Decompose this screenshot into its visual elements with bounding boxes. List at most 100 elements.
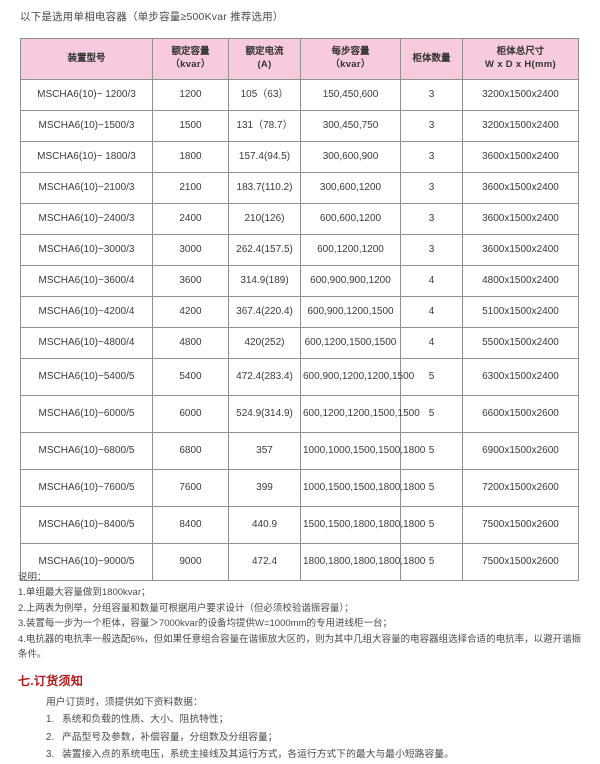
cell-rated-capacity: 4800 (152, 327, 229, 359)
column-header-step-capacity: 每步容量 （kvar） (300, 38, 401, 80)
cell-step-capacity: 600,900,1200,1500 (300, 296, 401, 328)
cell-rated-capacity: 3600 (152, 265, 229, 297)
cell-cabinet-count: 5 (400, 358, 463, 396)
ordering-item-3-number: 3. (46, 749, 55, 761)
cell-rated-current: 524.9(314.9) (228, 395, 301, 433)
cell-model: MSCHA6(10)− 1800/3 (20, 141, 153, 173)
cell-cabinet-count: 5 (400, 432, 463, 470)
cell-dimensions: 7500x1500x2600 (462, 543, 579, 581)
cell-rated-capacity: 7600 (152, 469, 229, 507)
cell-step-capacity: 1000,1000,1500,1500,1800 (300, 432, 425, 470)
note-item-4: 4.电抗器的电抗率一般选配6%，但如果任意组合容量在谐振放大区的，则为其中几组大… (18, 633, 582, 660)
cell-step-capacity: 150,450,600 (300, 79, 401, 111)
cell-rated-capacity: 8400 (152, 506, 229, 544)
cell-rated-current: 399 (228, 469, 301, 507)
cell-rated-capacity: 5400 (152, 358, 229, 396)
cell-rated-current: 357 (228, 432, 301, 470)
capacitor-spec-table: 装置型号 额定容量 （kvar） 额定电流 (A) 每步容量 （kvar） 柜体… (20, 38, 579, 581)
table-header: 装置型号 额定容量 （kvar） 额定电流 (A) 每步容量 （kvar） 柜体… (20, 38, 579, 80)
note-item-1: 1.单组最大容量做到1800kvar； (18, 587, 151, 599)
cell-model: MSCHA6(10)−8400/5 (20, 506, 153, 544)
ordering-item-2-text: 产品型号及参数，补偿容量，分组数及分组容量； (62, 731, 278, 743)
column-header-step-capacity-main: 每步容量 (331, 46, 370, 58)
column-header-rated-current-main: 额定电流 (245, 46, 284, 58)
cell-rated-current: 314.9(189) (228, 265, 301, 297)
cell-step-capacity: 600,1200,1200,1500,1500 (300, 395, 420, 433)
cell-rated-current: 472.4(283.4) (228, 358, 301, 396)
cell-dimensions: 3600x1500x2400 (462, 203, 579, 235)
ordering-item-2-number: 2. (46, 731, 55, 743)
note-item-2: 2.上两表为例举，分组容量和数量可根据用户要求设计（但必须校验谐振容量）； (18, 602, 354, 614)
cell-cabinet-count: 3 (400, 234, 463, 266)
table-row: MSCHA6(10)−3000/3 3000 262.4(157.5) 600,120… (20, 234, 579, 266)
column-header-rated-capacity-main: 额定容量 (171, 46, 210, 58)
table-row: MSCHA6(10)−4200/4 4200 367.4(220.4) 600,900… (20, 296, 579, 328)
cell-dimensions: 5100x1500x2400 (462, 296, 579, 328)
section-intro-text: 以下是选用单相电容器（单步容量≥500Kvar 推荐选用） (20, 11, 284, 23)
cell-step-capacity: 600,1200,1500,1500 (300, 327, 401, 359)
cell-rated-capacity: 6800 (152, 432, 229, 470)
cell-rated-current: 183.7(110.2) (228, 172, 301, 204)
cell-dimensions: 6900x1500x2600 (462, 432, 579, 470)
cell-step-capacity: 300,600,1200 (300, 172, 401, 204)
cell-cabinet-count: 4 (400, 265, 463, 297)
table-row: MSCHA6(10)−2100/3 2100 183.7(110.2) 300,600… (20, 172, 579, 204)
cell-model: MSCHA6(10)−6800/5 (20, 432, 153, 470)
cell-cabinet-count: 3 (400, 110, 463, 142)
cell-rated-capacity: 4200 (152, 296, 229, 328)
column-header-dimensions: 柜体总尺寸 W x D x H(mm) (462, 38, 579, 80)
ordering-item-2: 2. 产品型号及参数，补偿容量，分组数及分组容量； (46, 729, 591, 746)
cell-dimensions: 4800x1500x2400 (462, 265, 579, 297)
table-row: MSCHA6(10)−2400/3 2400 210(126) 600,600,120… (20, 203, 579, 235)
cell-rated-capacity: 3000 (152, 234, 229, 266)
column-header-cabinet-count: 柜体数量 (400, 38, 463, 80)
table-row: MSCHA6(10)−5400/5 5400 472.4(283.4) 600,900… (20, 358, 579, 396)
ordering-intro: 用户订货时，须提供如下资料数据： (46, 697, 203, 708)
cell-model: MSCHA6(10)−4200/4 (20, 296, 153, 328)
cell-dimensions: 3600x1500x2400 (462, 172, 579, 204)
cell-step-capacity: 300,450,750 (300, 110, 401, 142)
table-row: MSCHA6(10)− 1800/3 1800 157.4(94.5) 300,600… (20, 141, 579, 173)
cell-model: MSCHA6(10)−5400/5 (20, 358, 153, 396)
notes-label: 说明： (18, 572, 47, 583)
cell-model: MSCHA6(10)−3600/4 (20, 265, 153, 297)
cell-rated-capacity: 1800 (152, 141, 229, 173)
cell-model: MSCHA6(10)−4800/4 (20, 327, 153, 359)
table-row: MSCHA6(10)−8400/5 8400 440.9 1500,1500,1800… (20, 506, 579, 544)
cell-dimensions: 7200x1500x2600 (462, 469, 579, 507)
table-body: MSCHA6(10)− 1200/3 1200 105（63） 150,450,600… (20, 79, 579, 581)
table-row: MSCHA6(10)− 1200/3 1200 105（63） 150,450,600… (20, 79, 579, 111)
cell-model: MSCHA6(10)−2400/3 (20, 203, 153, 235)
cell-model: MSCHA6(10)−3000/3 (20, 234, 153, 266)
cell-model: MSCHA6(10)−2100/3 (20, 172, 153, 204)
cell-dimensions: 3200x1500x2400 (462, 79, 579, 111)
cell-dimensions: 6600x1500x2600 (462, 395, 579, 433)
cell-rated-current: 472.4 (228, 543, 301, 581)
cell-rated-current: 105（63） (228, 79, 301, 111)
cell-step-capacity: 600,1200,1200 (300, 234, 401, 266)
cell-model: MSCHA6(10)−9000/5 (20, 543, 153, 581)
table-row: MSCHA6(10)−6000/5 6000 524.9(314.9) 600,120… (20, 395, 579, 433)
cell-cabinet-count: 3 (400, 172, 463, 204)
cell-cabinet-count: 3 (400, 141, 463, 173)
cell-step-capacity: 1000,1500,1500,1800,1800 (300, 469, 425, 507)
column-header-rated-current-unit: (A) (257, 59, 272, 70)
column-header-model: 装置型号 (20, 38, 153, 80)
cell-cabinet-count: 3 (400, 79, 463, 111)
cell-dimensions: 7500x1500x2600 (462, 506, 579, 544)
table-row: MSCHA6(10)−9000/5 9000 472.4 1800,1800,1800… (20, 543, 579, 581)
cell-step-capacity: 600,600,1200 (300, 203, 401, 235)
cell-cabinet-count: 4 (400, 296, 463, 328)
cell-rated-current: 367.4(220.4) (228, 296, 301, 328)
cell-step-capacity: 1800,1800,1800,1800,1800 (300, 543, 425, 581)
ordering-item-3: 3. 装置接入点的系统电压，系统主接线及其运行方式，各运行方式下的最大与最小短路容… (46, 746, 591, 763)
cell-dimensions: 5500x1500x2400 (462, 327, 579, 359)
column-header-dimensions-main: 柜体总尺寸 (496, 46, 545, 58)
ordering-item-3-text: 装置接入点的系统电压，系统主接线及其运行方式，各运行方式下的最大与最小短路容量。 (62, 749, 454, 761)
ordering-section-body: 用户订货时，须提供如下资料数据： 1. 系统和负载的性质、大小、阻抗特性； 2. 产… (46, 694, 591, 764)
column-header-rated-current: 额定电流 (A) (228, 38, 301, 80)
cell-rated-current: 157.4(94.5) (228, 141, 301, 173)
table-row: MSCHA6(10)−1500/3 1500 131（78.7） 300,450,75… (20, 110, 579, 142)
cell-cabinet-count: 5 (400, 469, 463, 507)
